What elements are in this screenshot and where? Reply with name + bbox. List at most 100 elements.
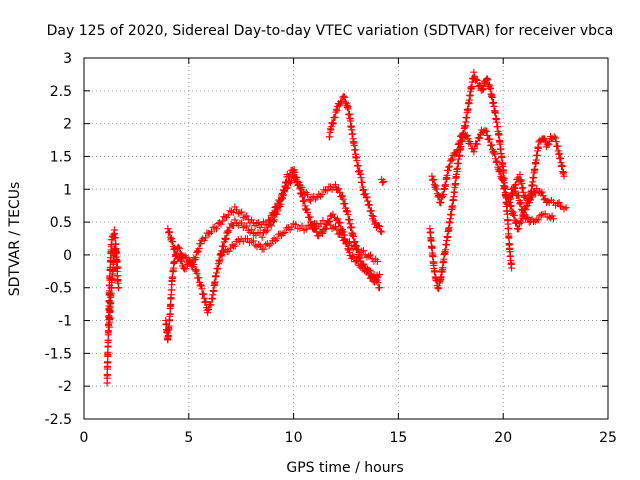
data-point — [517, 218, 525, 226]
data-point — [486, 135, 494, 143]
series-arc-2e — [378, 175, 388, 187]
data-point — [517, 200, 525, 208]
y-axis-label: SDTVAR / TECUs — [7, 182, 23, 297]
data-point — [316, 192, 324, 200]
data-point — [360, 260, 368, 268]
data-point — [267, 240, 275, 248]
data-point — [440, 185, 448, 193]
data-point — [479, 86, 487, 94]
data-point — [200, 294, 208, 302]
data-point — [234, 210, 242, 218]
data-point — [197, 282, 205, 290]
data-point — [359, 247, 367, 255]
x-tick-label: 20 — [494, 430, 512, 446]
data-point — [231, 216, 239, 224]
chart-title: Day 125 of 2020, Sidereal Day-to-day VTE… — [47, 23, 614, 39]
data-point — [525, 194, 533, 202]
data-point — [276, 230, 284, 238]
data-point — [376, 223, 384, 231]
data-point — [550, 215, 558, 223]
data-point — [345, 245, 353, 253]
data-point — [224, 211, 232, 219]
data-point — [380, 177, 388, 185]
data-point — [256, 224, 264, 232]
data-point — [169, 238, 177, 246]
data-point — [243, 235, 251, 243]
data-point — [336, 219, 344, 227]
data-point — [195, 274, 203, 282]
data-point — [488, 141, 496, 149]
data-point — [362, 194, 370, 202]
data-point — [364, 197, 372, 205]
data-point — [273, 235, 281, 243]
data-point — [485, 81, 493, 89]
series-arc-3d — [508, 185, 558, 226]
data-point — [319, 229, 327, 237]
data-point — [226, 207, 234, 215]
data-point — [288, 223, 296, 231]
data-point — [290, 167, 298, 175]
y-tick-label: -2 — [58, 379, 72, 395]
data-point — [471, 145, 479, 153]
data-point — [341, 93, 349, 101]
data-point — [282, 185, 290, 193]
data-point — [376, 284, 384, 292]
data-point — [509, 208, 517, 216]
data-point — [270, 209, 278, 217]
x-tick-label: 15 — [389, 430, 407, 446]
series-arc-2b — [164, 172, 384, 286]
data-point — [562, 204, 570, 212]
data-point — [238, 208, 246, 216]
data-point — [339, 195, 347, 203]
data-point — [379, 179, 387, 187]
data-point — [197, 240, 205, 248]
data-point — [455, 140, 463, 148]
data-point — [354, 161, 362, 169]
data-point — [491, 150, 499, 158]
data-point — [357, 257, 365, 265]
data-point — [482, 127, 490, 135]
data-point — [218, 252, 226, 260]
data-point — [192, 254, 200, 262]
data-points — [103, 68, 570, 387]
data-point — [318, 190, 326, 198]
data-point — [236, 209, 244, 217]
data-point — [182, 265, 190, 273]
data-point — [373, 257, 381, 265]
data-point — [281, 228, 289, 236]
data-point — [524, 214, 532, 222]
data-point — [198, 285, 206, 293]
data-point — [115, 284, 123, 292]
series-arc-1b — [105, 244, 123, 331]
data-point — [323, 187, 331, 195]
data-point — [292, 221, 300, 229]
data-point — [292, 174, 300, 182]
data-point — [332, 223, 340, 231]
y-tick-label: 2.5 — [50, 84, 72, 100]
data-point — [346, 248, 354, 256]
data-point — [212, 225, 220, 233]
data-point — [321, 186, 329, 194]
data-point — [164, 225, 172, 233]
data-point — [273, 204, 281, 212]
data-point — [169, 242, 177, 250]
data-point — [523, 202, 531, 210]
data-point — [338, 192, 346, 200]
y-tick-label: 3 — [63, 51, 72, 67]
data-point — [507, 202, 515, 210]
data-point — [285, 172, 293, 180]
series-arc-3c — [505, 133, 568, 233]
data-point — [327, 123, 335, 131]
data-point — [508, 264, 516, 272]
data-point — [496, 167, 504, 175]
data-point — [329, 120, 337, 128]
data-point — [445, 163, 453, 171]
data-point — [311, 195, 319, 203]
data-point — [470, 148, 478, 156]
data-point — [258, 233, 266, 241]
y-tick-label: 0.5 — [50, 215, 72, 231]
data-point — [333, 226, 341, 234]
data-point — [308, 224, 316, 232]
data-point — [377, 227, 385, 235]
data-point — [378, 228, 386, 236]
